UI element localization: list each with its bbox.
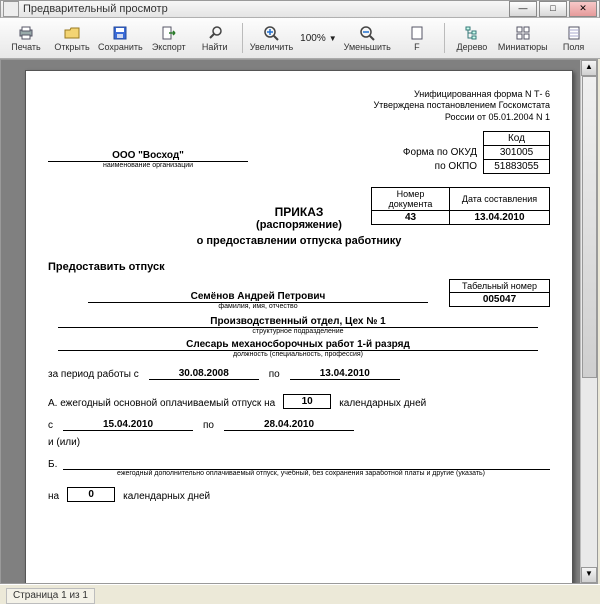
okpo-label: по ОКПО [402, 159, 484, 173]
b-caption: ежегодный дополнительно оплачиваемый отп… [66, 470, 536, 477]
a-from: 15.04.2010 [63, 419, 193, 431]
grant-label: Предоставить отпуск [48, 261, 550, 273]
print-label: Печать [11, 42, 40, 52]
fullpage-label: F [414, 42, 420, 52]
document-page: Унифицированная форма N Т- 6 Утверждена … [25, 70, 573, 584]
period-to: 13.04.2010 [290, 368, 400, 380]
okpo-value: 51883055 [484, 159, 550, 173]
thumbs-label: Миниатюры [498, 42, 548, 52]
docdate-value: 13.04.2010 [450, 210, 550, 224]
export-icon [161, 25, 177, 41]
fields-button[interactable]: Поля [552, 24, 596, 53]
codes-table: Код Форма по ОКУД 301005 по ОКПО 5188305… [402, 131, 550, 174]
save-label: Сохранить [98, 42, 143, 52]
toolbar-separator [444, 23, 445, 53]
job-caption: должность (специальность, профессия) [58, 351, 538, 358]
statusbar: Страница 1 из 1 [0, 584, 600, 604]
fio: Семёнов Андрей Петрович [88, 291, 428, 303]
period-from: 30.08.2008 [149, 368, 259, 380]
a-days-label: календарных дней [339, 398, 426, 409]
thumbs-button[interactable]: Миниатюры [496, 24, 550, 53]
a-days: 10 [283, 394, 331, 409]
zoomout-icon [359, 25, 375, 41]
export-label: Экспорт [152, 42, 186, 52]
open-icon [64, 25, 80, 41]
app-icon [3, 1, 19, 17]
zoomin-icon [263, 25, 279, 41]
tree-button[interactable]: Дерево [450, 24, 494, 53]
a-to: 28.04.2010 [224, 419, 354, 431]
find-button[interactable]: Найти [193, 24, 237, 53]
save-button[interactable]: Сохранить [96, 24, 145, 53]
open-label: Открыть [54, 42, 89, 52]
status-page: Страница 1 из 1 [6, 588, 95, 604]
fullpage-button[interactable]: F [395, 24, 439, 53]
fullpage-icon [409, 25, 425, 41]
toolbar: Печать Открыть Сохранить Экспорт Найти У… [0, 18, 600, 59]
form-line1: Унифицированная форма N Т- 6 [48, 89, 550, 100]
zoom-level[interactable]: 100% ▼ [300, 33, 337, 44]
close-button[interactable]: ✕ [569, 1, 597, 17]
tree-icon [464, 25, 480, 41]
b-days-prefix: на [48, 491, 59, 502]
tabno-value: 005047 [450, 292, 550, 306]
job: Слесарь механосборочных работ 1-й разряд [58, 339, 538, 351]
maximize-button[interactable]: □ [539, 1, 567, 17]
org-caption: наименование организации [48, 162, 248, 169]
form-header: Унифицированная форма N Т- 6 Утверждена … [48, 89, 550, 123]
org-name: ООО "Восход" [48, 150, 248, 162]
okud-label: Форма по ОКУД [402, 145, 484, 159]
window-titlebar: Предварительный просмотр — □ ✕ [0, 0, 600, 18]
dept-caption: структурное подразделение [58, 328, 538, 335]
b-days: 0 [67, 487, 115, 502]
a-to-label: по [203, 420, 214, 431]
zoom-dropdown-icon: ▼ [329, 34, 337, 43]
scroll-up-button[interactable]: ▲ [581, 60, 597, 76]
a-from-label: с [48, 420, 53, 431]
vertical-scrollbar[interactable]: ▲ ▼ [580, 60, 597, 583]
print-button[interactable]: Печать [4, 24, 48, 53]
export-button[interactable]: Экспорт [147, 24, 191, 53]
save-icon [112, 25, 128, 41]
zoomin-label: Увеличить [250, 42, 293, 52]
dept: Производственный отдел, Цех № 1 [58, 316, 538, 328]
period-to-label: по [269, 369, 280, 380]
toolbar-separator [242, 23, 243, 53]
zoomout-button[interactable]: Уменьшить [342, 24, 393, 53]
find-label: Найти [202, 42, 228, 52]
docnum-label: Номер документа [372, 187, 450, 210]
b-label: Б. [48, 459, 57, 470]
docdate-label: Дата составления [450, 187, 550, 210]
or-label: и (или) [48, 437, 550, 448]
tabno-table: Табельный номер 005047 [449, 279, 550, 307]
zoomout-label: Уменьшить [344, 42, 391, 52]
preview-viewport: Унифицированная форма N Т- 6 Утверждена … [0, 59, 598, 584]
open-button[interactable]: Открыть [50, 24, 94, 53]
a-label: А. ежегодный основной оплачиваемый отпус… [48, 398, 275, 409]
thumbs-icon [515, 25, 531, 41]
doc-meta-table: Номер документа Дата составления 43 13.0… [371, 187, 550, 225]
title-about: о предоставлении отпуска работнику [48, 235, 550, 247]
zoom-value: 100% [300, 33, 326, 44]
scroll-thumb[interactable] [582, 76, 597, 378]
form-line2: Утверждена постановлением Госкомстата [48, 100, 550, 111]
fields-icon [566, 25, 582, 41]
print-icon [18, 25, 34, 41]
find-icon [207, 25, 223, 41]
b-days-label: календарных дней [123, 491, 210, 502]
okud-value: 301005 [484, 145, 550, 159]
fields-label: Поля [563, 42, 584, 52]
fio-caption: фамилия, имя, отчество [88, 303, 428, 310]
zoomin-button[interactable]: Увеличить [248, 24, 295, 53]
period-label: за период работы с [48, 369, 139, 380]
tabno-label: Табельный номер [450, 279, 550, 292]
scroll-down-button[interactable]: ▼ [581, 567, 597, 583]
tree-label: Дерево [456, 42, 487, 52]
window-title: Предварительный просмотр [23, 3, 507, 15]
code-header: Код [484, 131, 550, 145]
minimize-button[interactable]: — [509, 1, 537, 17]
window-buttons: — □ ✕ [507, 1, 597, 17]
form-line3: России от 05.01.2004 N 1 [48, 112, 550, 123]
docnum-value: 43 [372, 210, 450, 224]
